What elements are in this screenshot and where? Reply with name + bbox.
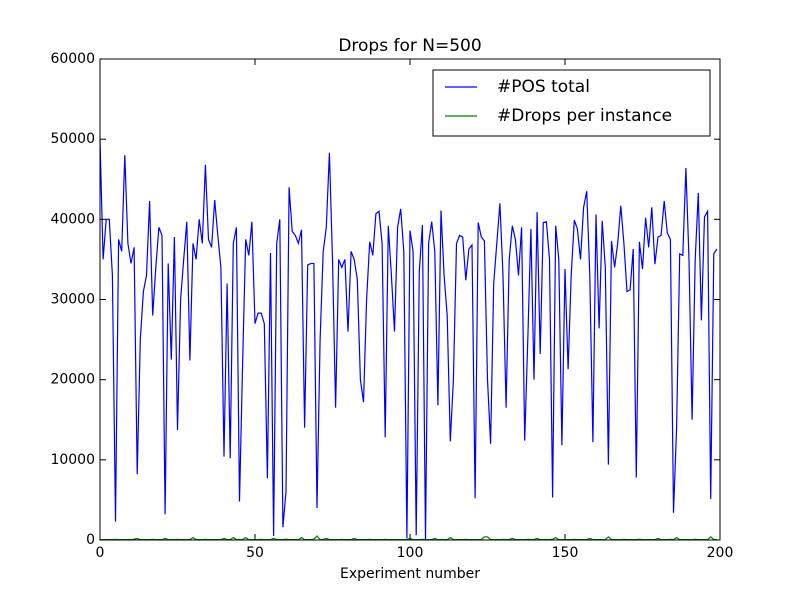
- x-axis-label: Experiment number: [340, 566, 480, 582]
- x-tick-label: 200: [707, 545, 734, 561]
- y-tick-label: 20000: [50, 372, 95, 388]
- y-tick-label: 30000: [50, 292, 95, 308]
- legend-label: #POS total: [497, 77, 590, 97]
- legend-box: [432, 69, 711, 137]
- x-tick-label: 50: [246, 545, 264, 561]
- y-tick-label: 40000: [50, 211, 95, 227]
- x-tick-label: 0: [96, 545, 105, 561]
- y-tick-label: 10000: [50, 452, 95, 468]
- data-line: [99, 139, 718, 541]
- y-tick-label: 60000: [50, 51, 95, 67]
- y-tick-label: 50000: [50, 131, 95, 147]
- chart-title: Drops for N=500: [338, 36, 481, 56]
- x-tick-label: 150: [552, 545, 579, 561]
- legend-label: #Drops per instance: [497, 106, 672, 126]
- x-tick-label: 100: [397, 545, 424, 561]
- y-tick-label: 0: [86, 532, 95, 548]
